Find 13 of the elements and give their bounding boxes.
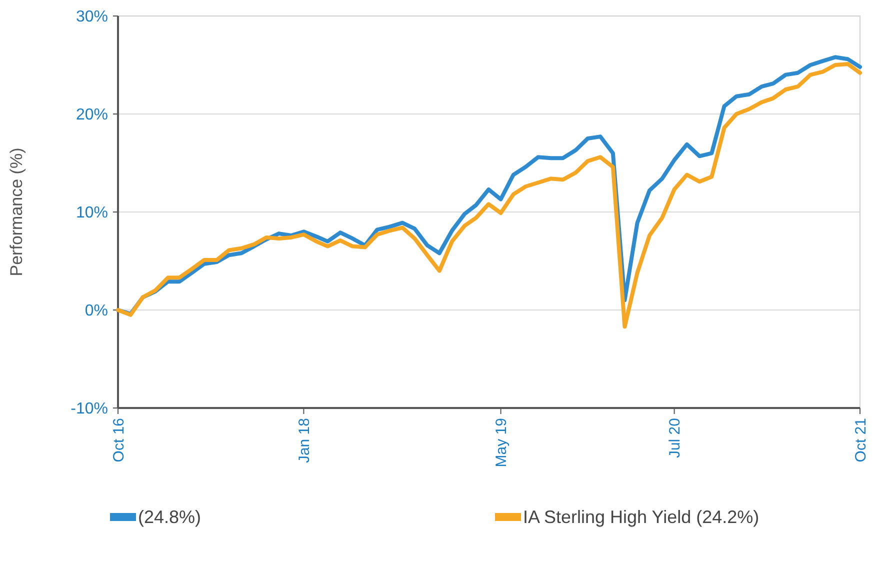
y-tick-label: 30% <box>76 8 108 26</box>
y-tick-label: 20% <box>76 106 108 124</box>
y-tick-label: 10% <box>76 204 108 222</box>
x-tick-label: Jan 18 <box>296 418 313 464</box>
x-tick-label: Oct 16 <box>110 418 128 462</box>
y-tick-label: -10% <box>70 400 108 418</box>
y-axis-title: Performance (%) <box>7 148 26 276</box>
legend-label: (24.8%) <box>138 507 202 527</box>
x-tick-label: Oct 21 <box>852 418 870 462</box>
y-tick-label: 0% <box>84 302 108 320</box>
x-tick-label: May 19 <box>493 418 510 468</box>
x-tick-label: Jul 20 <box>666 418 684 458</box>
legend-label: IA Sterling High Yield (24.2%) <box>523 507 760 527</box>
